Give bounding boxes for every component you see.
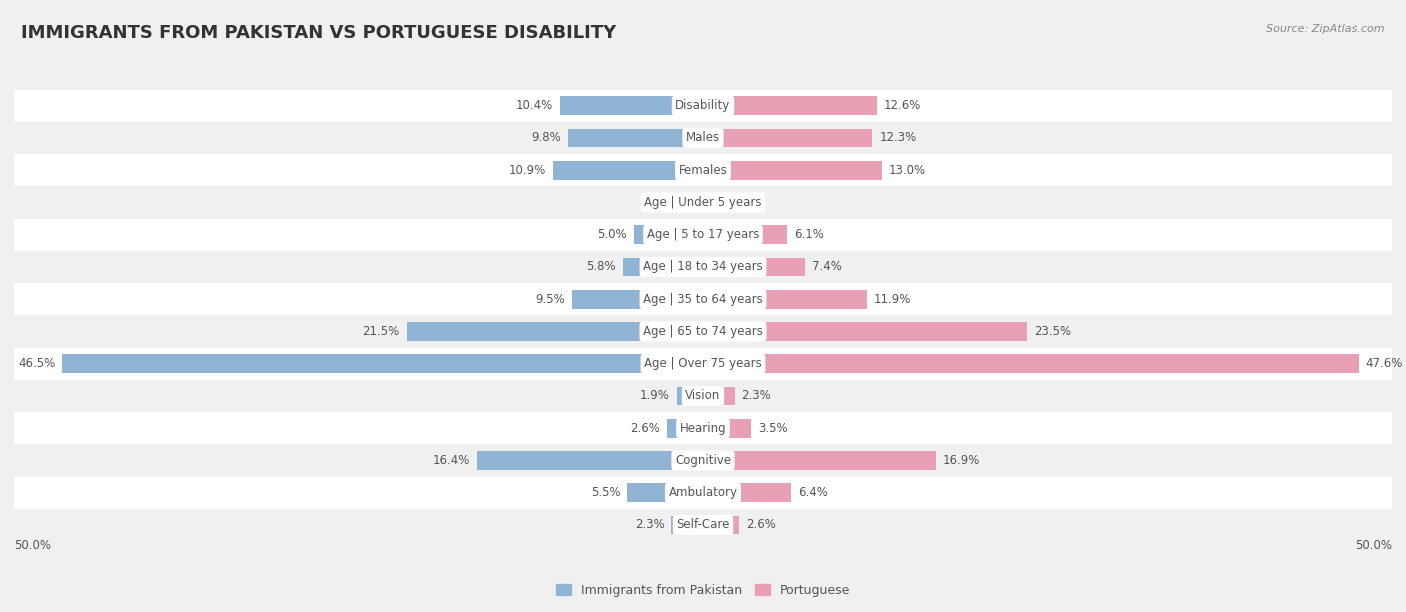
Text: 5.0%: 5.0% xyxy=(598,228,627,241)
Text: 9.5%: 9.5% xyxy=(536,293,565,306)
Bar xyxy=(688,193,703,212)
Text: Females: Females xyxy=(679,163,727,177)
Bar xyxy=(560,96,703,115)
Bar xyxy=(668,419,703,438)
Bar xyxy=(627,483,703,502)
Bar xyxy=(14,218,1392,251)
Bar xyxy=(14,348,1392,380)
Bar xyxy=(703,387,735,405)
Bar xyxy=(572,290,703,308)
Text: Age | 5 to 17 years: Age | 5 to 17 years xyxy=(647,228,759,241)
Bar xyxy=(634,225,703,244)
Bar xyxy=(703,258,806,277)
Text: 12.3%: 12.3% xyxy=(879,132,917,144)
Text: 10.9%: 10.9% xyxy=(509,163,546,177)
Text: 1.1%: 1.1% xyxy=(651,196,681,209)
Text: Age | Over 75 years: Age | Over 75 years xyxy=(644,357,762,370)
Text: 5.5%: 5.5% xyxy=(591,487,620,499)
Bar xyxy=(703,225,787,244)
Bar xyxy=(703,96,876,115)
Bar xyxy=(676,387,703,405)
Text: 2.3%: 2.3% xyxy=(741,389,772,403)
Bar xyxy=(553,161,703,179)
Text: 2.6%: 2.6% xyxy=(630,422,661,435)
Text: 50.0%: 50.0% xyxy=(1355,539,1392,553)
Bar xyxy=(14,89,1392,122)
Text: 13.0%: 13.0% xyxy=(889,163,927,177)
Text: Age | 65 to 74 years: Age | 65 to 74 years xyxy=(643,325,763,338)
Bar xyxy=(703,129,873,147)
Bar xyxy=(62,354,703,373)
Bar xyxy=(703,419,751,438)
Bar xyxy=(703,483,792,502)
Bar xyxy=(568,129,703,147)
Bar xyxy=(703,516,738,534)
Bar xyxy=(703,193,725,212)
Bar xyxy=(703,161,882,179)
Text: Age | 18 to 34 years: Age | 18 to 34 years xyxy=(643,261,763,274)
Text: 16.4%: 16.4% xyxy=(433,454,470,467)
Bar xyxy=(14,509,1392,541)
Text: 12.6%: 12.6% xyxy=(883,99,921,112)
Bar xyxy=(703,354,1358,373)
Text: 5.8%: 5.8% xyxy=(586,261,616,274)
Text: Vision: Vision xyxy=(685,389,721,403)
Bar xyxy=(14,412,1392,444)
Text: 11.9%: 11.9% xyxy=(875,293,911,306)
Text: 7.4%: 7.4% xyxy=(811,261,842,274)
Text: 2.6%: 2.6% xyxy=(745,518,776,531)
Text: 50.0%: 50.0% xyxy=(14,539,51,553)
Text: 47.6%: 47.6% xyxy=(1365,357,1403,370)
Text: 10.4%: 10.4% xyxy=(516,99,553,112)
Bar xyxy=(14,380,1392,412)
Text: Disability: Disability xyxy=(675,99,731,112)
Bar xyxy=(14,154,1392,186)
Bar xyxy=(14,186,1392,218)
Legend: Immigrants from Pakistan, Portuguese: Immigrants from Pakistan, Portuguese xyxy=(551,579,855,602)
Bar xyxy=(14,477,1392,509)
Text: Ambulatory: Ambulatory xyxy=(668,487,738,499)
Text: Hearing: Hearing xyxy=(679,422,727,435)
Bar xyxy=(623,258,703,277)
Text: Age | Under 5 years: Age | Under 5 years xyxy=(644,196,762,209)
Bar xyxy=(703,322,1026,341)
Text: 21.5%: 21.5% xyxy=(363,325,399,338)
Text: 3.5%: 3.5% xyxy=(758,422,787,435)
Text: 2.3%: 2.3% xyxy=(634,518,665,531)
Text: IMMIGRANTS FROM PAKISTAN VS PORTUGUESE DISABILITY: IMMIGRANTS FROM PAKISTAN VS PORTUGUESE D… xyxy=(21,24,616,42)
Bar xyxy=(703,290,868,308)
Text: 1.6%: 1.6% xyxy=(733,196,762,209)
Text: Males: Males xyxy=(686,132,720,144)
Text: Cognitive: Cognitive xyxy=(675,454,731,467)
Bar xyxy=(14,283,1392,315)
Text: 16.9%: 16.9% xyxy=(943,454,980,467)
Text: 6.1%: 6.1% xyxy=(794,228,824,241)
Bar xyxy=(14,444,1392,477)
Text: 9.8%: 9.8% xyxy=(531,132,561,144)
Bar xyxy=(671,516,703,534)
Bar xyxy=(14,122,1392,154)
Text: Self-Care: Self-Care xyxy=(676,518,730,531)
Bar xyxy=(406,322,703,341)
Text: Source: ZipAtlas.com: Source: ZipAtlas.com xyxy=(1267,24,1385,34)
Bar xyxy=(14,251,1392,283)
Bar xyxy=(14,315,1392,348)
Text: 6.4%: 6.4% xyxy=(799,487,828,499)
Text: 46.5%: 46.5% xyxy=(18,357,55,370)
Text: 23.5%: 23.5% xyxy=(1033,325,1071,338)
Text: Age | 35 to 64 years: Age | 35 to 64 years xyxy=(643,293,763,306)
Bar xyxy=(477,451,703,470)
Text: 1.9%: 1.9% xyxy=(640,389,669,403)
Bar xyxy=(703,451,936,470)
